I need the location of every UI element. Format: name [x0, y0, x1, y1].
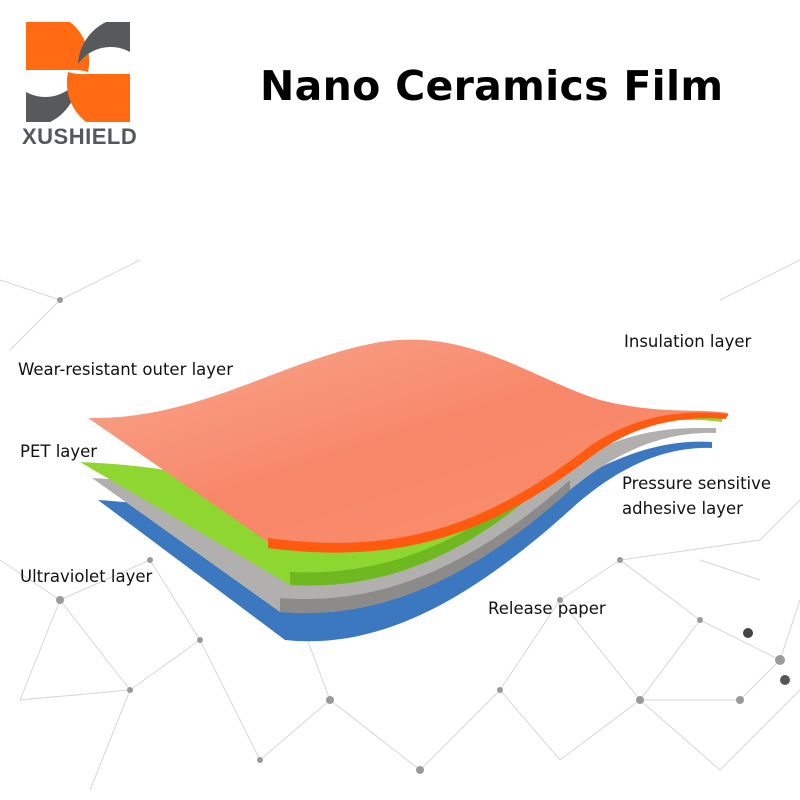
- brand-name: XUSHIELD: [22, 124, 138, 149]
- label-pressure-line2: adhesive layer: [622, 499, 743, 518]
- label-insulation: Insulation layer: [624, 332, 752, 351]
- label-release: Release paper: [488, 599, 606, 618]
- label-pet: PET layer: [20, 442, 98, 461]
- label-pressure-line1: Pressure sensitive: [622, 474, 772, 493]
- xushield-logo: [26, 22, 130, 122]
- film-layers: [80, 339, 728, 642]
- ultraviolet-layer-edge: [280, 480, 570, 613]
- label-ultraviolet: Ultraviolet layer: [20, 567, 153, 586]
- network-nodes: [56, 297, 790, 774]
- page-title: Nano Ceramics Film: [260, 62, 724, 110]
- wear-resistant-layer: [88, 339, 728, 548]
- pet-layer-edge: [290, 450, 570, 586]
- label-wear-resistant: Wear-resistant outer layer: [18, 360, 233, 379]
